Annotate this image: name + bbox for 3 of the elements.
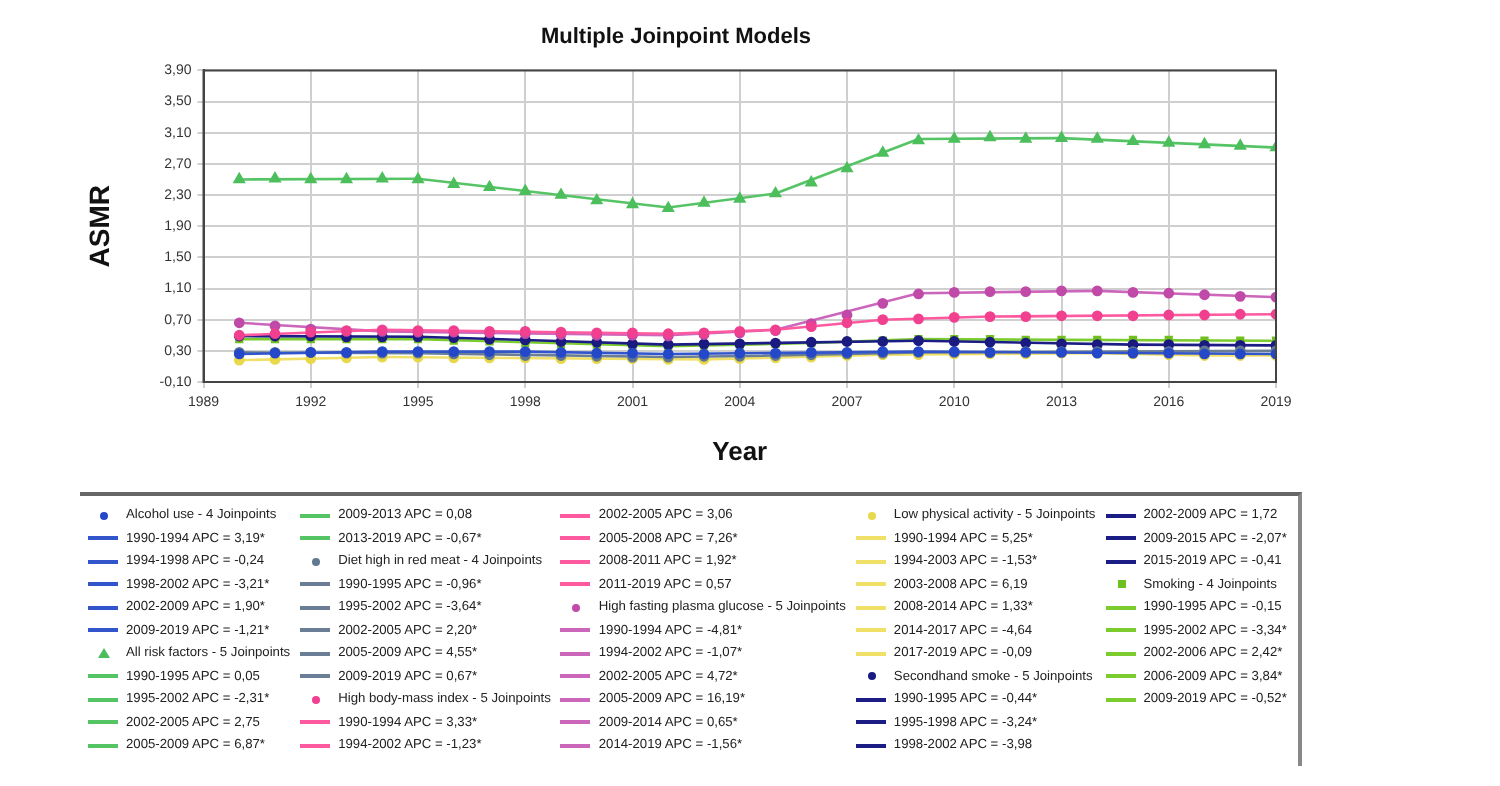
x-axis-title: Year [712,435,768,466]
y-axis-title: ASMR [82,184,115,268]
chart-title: Multiple Joinpoint Models [540,25,812,50]
